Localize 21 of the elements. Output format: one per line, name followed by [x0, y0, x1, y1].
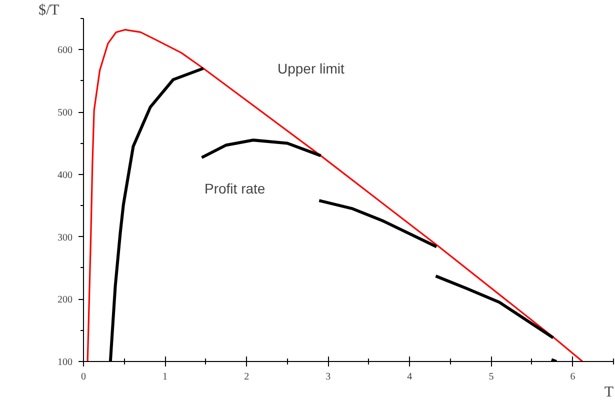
line-series: [86, 28, 584, 362]
y-tick-label: 100: [58, 357, 72, 368]
x-tick-label: 3: [326, 372, 331, 382]
x-tick-label: 4: [407, 372, 412, 382]
annotation: Profit rate: [204, 180, 266, 196]
x-tick-label: 1: [162, 372, 168, 382]
y-tick-label: 300: [58, 232, 72, 244]
x-tick-label: 6: [570, 372, 576, 382]
x-axis-title: T: [604, 384, 614, 400]
y-tick-label: 600: [58, 45, 72, 56]
x-tick-label: 2: [244, 372, 250, 382]
y-tick-label: 500: [58, 108, 72, 119]
line-series: [318, 199, 438, 248]
y-tick-label: 400: [58, 170, 72, 181]
x-tick-label: 5: [488, 372, 494, 382]
x-tick-label: 0: [81, 372, 86, 382]
y-axis-title: $/T: [38, 2, 60, 18]
annotation: Upper limit: [278, 60, 345, 76]
line-series: [434, 274, 555, 340]
line-series: [200, 138, 322, 160]
y-tick-label: 200: [58, 294, 72, 306]
